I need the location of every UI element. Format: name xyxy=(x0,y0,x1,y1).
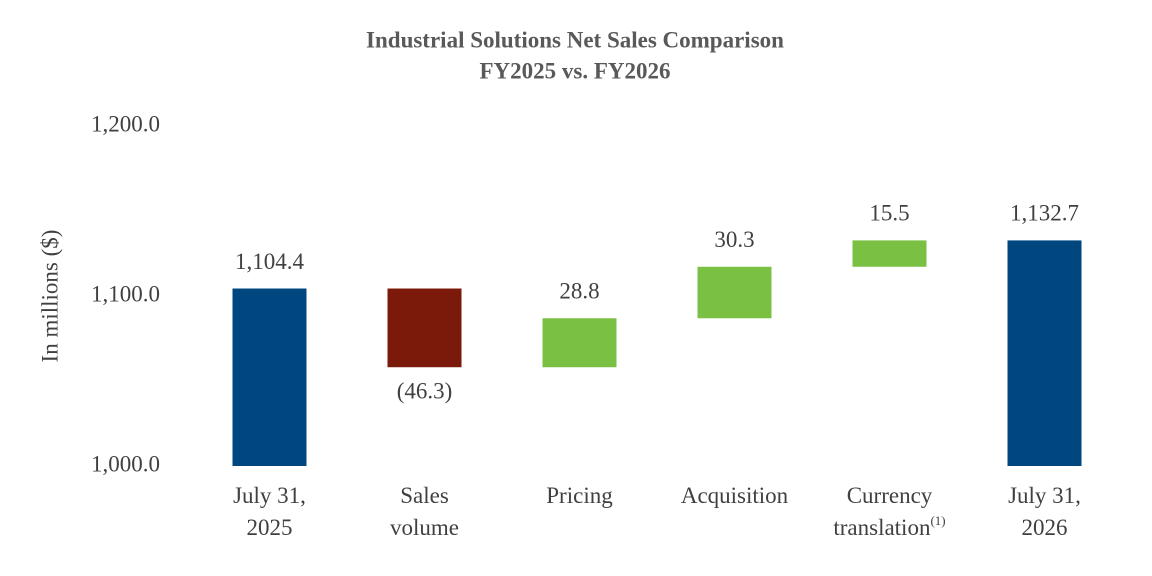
data-label: (46.3) xyxy=(397,379,453,404)
x-tick-label-text: July 31, xyxy=(1008,483,1081,508)
x-tick-label-text: Pricing xyxy=(546,483,613,508)
data-label: 30.3 xyxy=(714,227,754,252)
x-tick-label: translation(1) xyxy=(833,513,945,540)
x-tick-label: Currency xyxy=(847,483,933,508)
y-tick-label: 1,200.0 xyxy=(91,111,160,136)
x-tick-label-text: Acquisition xyxy=(681,483,789,508)
chart-subtitle: FY2025 vs. FY2026 xyxy=(479,58,670,83)
y-tick-label: 1,000.0 xyxy=(91,451,160,476)
bar xyxy=(542,318,617,368)
x-tick-label: 2025 xyxy=(247,515,293,540)
x-tick-label-text: 2026 xyxy=(1022,515,1068,540)
data-label: 28.8 xyxy=(559,279,599,304)
x-tick-label: July 31, xyxy=(1008,483,1081,508)
x-tick-label: volume xyxy=(390,515,459,540)
x-tick-label-text: July 31, xyxy=(233,483,306,508)
data-label: 15.5 xyxy=(869,201,909,226)
x-tick-label-text: volume xyxy=(390,515,459,540)
bar xyxy=(387,288,462,368)
bar xyxy=(852,240,927,267)
bar xyxy=(697,266,772,319)
bar xyxy=(232,288,307,466)
x-tick-label-text: Sales xyxy=(400,483,449,508)
x-tick-label: Acquisition xyxy=(681,483,789,508)
x-tick-label-text: 2025 xyxy=(247,515,293,540)
x-tick-label: July 31, xyxy=(233,483,306,508)
chart-title: Industrial Solutions Net Sales Compariso… xyxy=(366,27,784,52)
y-axis-label: In millions ($) xyxy=(37,230,62,363)
data-label: 1,132.7 xyxy=(1010,201,1079,226)
x-tick-label: Pricing xyxy=(546,483,613,508)
x-tick-label-text: translation xyxy=(833,515,931,540)
data-label: 1,104.4 xyxy=(235,249,305,274)
x-tick-label: 2026 xyxy=(1022,515,1068,540)
bar xyxy=(1007,240,1082,466)
y-tick-label: 1,100.0 xyxy=(91,281,160,306)
x-tick-label-text: Currency xyxy=(847,483,933,508)
footnote-mark: (1) xyxy=(930,513,945,528)
x-tick-label: Sales xyxy=(400,483,449,508)
